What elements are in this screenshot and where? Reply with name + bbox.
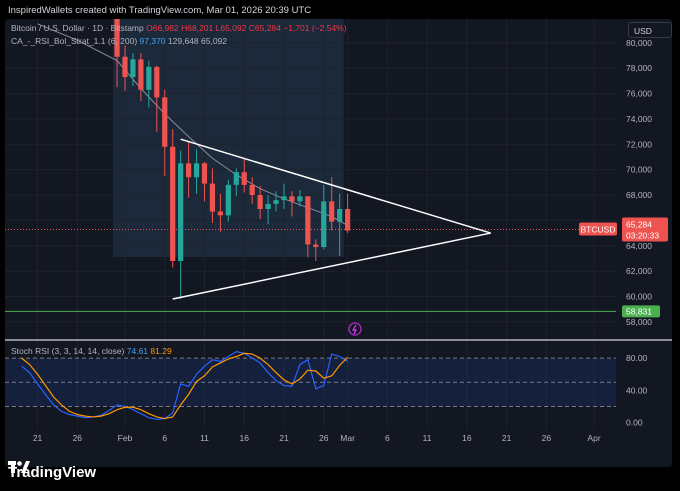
candle-body	[337, 208, 343, 222]
event-marker-icon	[348, 322, 362, 336]
last-price-tag-bg	[622, 217, 668, 242]
price-axis-label: 64,000	[626, 241, 652, 251]
stoch-axis-label: 0.00	[626, 418, 643, 428]
candle-body	[225, 184, 231, 216]
price-axis-label: 62,000	[626, 266, 652, 276]
price-axis-label: 74,000	[626, 114, 652, 124]
support-tag-bg	[622, 305, 660, 318]
candle-body	[305, 196, 311, 245]
candle-body	[265, 203, 271, 209]
price-axis-label: 76,000	[626, 89, 652, 99]
stoch-axis-label: 40.00	[626, 385, 648, 395]
candle-body	[186, 163, 192, 178]
candle-body	[154, 66, 160, 98]
indicator-value-3: 65,092	[201, 36, 228, 46]
price-axis-label: 80,000	[626, 38, 652, 48]
time-axis-label: Apr	[587, 433, 600, 443]
time-axis-label: 21	[33, 433, 43, 443]
legend-close: C65,284	[248, 23, 281, 33]
price-axis-label: 78,000	[626, 63, 652, 73]
tradingview-logo-icon	[8, 461, 30, 473]
candle-body	[193, 163, 200, 178]
candle-body	[162, 97, 168, 147]
time-axis-label: 6	[385, 433, 390, 443]
time-axis-label: 26	[319, 433, 329, 443]
time-axis-label: 26	[73, 433, 83, 443]
time-axis-label: 21	[502, 433, 512, 443]
candle-body	[249, 184, 255, 196]
candle-body	[329, 201, 335, 222]
triangle-upper-line	[180, 138, 491, 234]
candle-body	[122, 56, 128, 78]
candle-body	[289, 196, 295, 202]
time-axis-label: 16	[240, 433, 250, 443]
stoch-axis-label: 80.00	[626, 353, 648, 363]
stoch-k-value: 74.61	[126, 346, 149, 356]
event-marker-ring	[348, 322, 362, 336]
event-marker-bolt	[351, 324, 357, 335]
candle-body	[178, 163, 184, 261]
candle-body	[201, 163, 208, 184]
candle-body	[345, 208, 351, 231]
stoch-legend: Stoch RSI (3, 3, 14, 14, close) 74.61 81…	[11, 346, 172, 356]
stoch-series-d	[21, 352, 349, 420]
triangle-lower-line	[172, 232, 491, 300]
indicator-value-1: 97,370	[139, 36, 166, 46]
symbol-tag-bg	[579, 222, 617, 236]
indicator-value-2: 129,648	[167, 36, 199, 46]
currency-button[interactable]: USD	[628, 22, 672, 38]
time-axis-label: 6	[162, 433, 167, 443]
time-axis-label: 11	[423, 433, 432, 443]
candle-body	[170, 146, 176, 261]
chart-svg[interactable]: 80,000 78,000 76,000 74,000 72,000 70,000 68,0…	[5, 19, 672, 467]
candle-body	[257, 195, 263, 209]
tradingview-footer: TradingView	[8, 460, 96, 484]
candle-body	[114, 19, 120, 57]
candle-body	[130, 59, 136, 78]
candle-body	[297, 196, 303, 202]
price-axis-label: 60,000	[626, 291, 652, 301]
time-axis-label: 11	[200, 433, 209, 443]
tradingview-brand: TradingView	[8, 463, 97, 481]
price-axis-label: 70,000	[626, 165, 652, 175]
price-axis-label: 58,000	[626, 317, 652, 327]
candle-body	[321, 201, 327, 248]
candle-body	[146, 66, 152, 90]
candle-body	[217, 211, 223, 216]
stoch-label: Stoch RSI (3, 3, 14, 14, close)	[11, 346, 125, 356]
candle-body	[313, 244, 319, 248]
time-axis-label: Mar	[340, 433, 355, 443]
indicator-name: CA_-_RSI_Bol_Strat_1.1 (6, 200)	[11, 36, 138, 46]
candle-body	[138, 59, 144, 90]
legend-high: H68,201	[181, 23, 214, 33]
legend-symbol: Bitcoin / U.S. Dollar · 1D · Bitstamp	[11, 23, 144, 33]
candle-body	[281, 196, 287, 201]
price-axis-label: 72,000	[626, 139, 652, 149]
candle-body	[209, 183, 216, 212]
symbol-tag-label: BTCUSD	[581, 224, 616, 234]
legend-open: O66,982	[146, 23, 179, 33]
countdown-value: 03:20:33	[626, 230, 659, 240]
indicator-legend: CA_-_RSI_Bol_Strat_1.1 (6, 200) 97,370 1…	[11, 36, 227, 46]
price-axis-label: 68,000	[626, 190, 652, 200]
candle-body	[241, 172, 247, 185]
price-legend: Bitcoin / U.S. Dollar · 1D · Bitstamp O6…	[11, 23, 347, 33]
last-price-value: 65,284	[626, 219, 652, 229]
time-axis-label: 16	[462, 433, 472, 443]
candle-body	[233, 172, 239, 185]
time-axis-label: Feb	[118, 433, 133, 443]
candle-body	[273, 200, 279, 204]
stoch-d-value: 81.29	[150, 346, 172, 356]
time-axis-label: 26	[542, 433, 552, 443]
legend-low: L65,092	[215, 23, 247, 33]
legend-change: −1,701 (−2.54%)	[283, 23, 347, 33]
support-tag-value: 58,831	[626, 306, 652, 316]
chart-area[interactable]: 80,000 78,000 76,000 74,000 72,000 70,000 68,0…	[5, 19, 672, 467]
header-caption: InspiredWallets created with TradingView…	[8, 5, 312, 16]
time-axis-label: 21	[279, 433, 289, 443]
